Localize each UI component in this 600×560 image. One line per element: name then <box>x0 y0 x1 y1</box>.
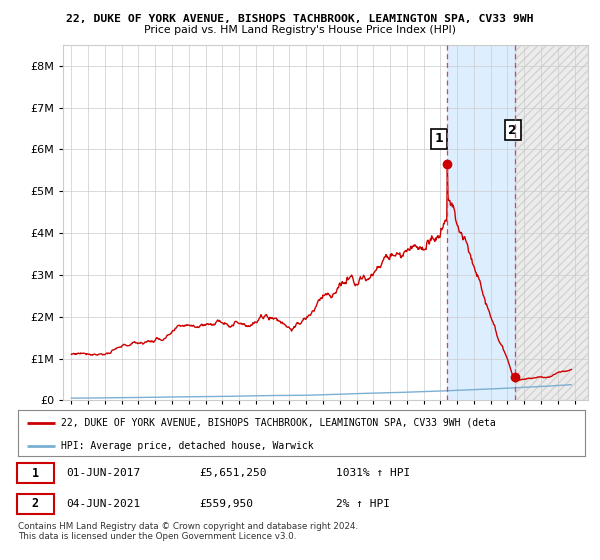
Text: HPI: Average price, detached house, Warwick: HPI: Average price, detached house, Warw… <box>61 441 313 451</box>
Text: 2: 2 <box>508 124 517 137</box>
Text: 2: 2 <box>31 497 38 510</box>
Text: 1031% ↑ HPI: 1031% ↑ HPI <box>335 468 410 478</box>
Bar <box>448 45 515 400</box>
FancyBboxPatch shape <box>17 494 54 514</box>
Text: £559,950: £559,950 <box>199 499 253 509</box>
Text: £5,651,250: £5,651,250 <box>199 468 267 478</box>
Text: 1: 1 <box>31 467 38 480</box>
Bar <box>515 45 588 400</box>
Text: 2% ↑ HPI: 2% ↑ HPI <box>335 499 389 509</box>
Text: 22, DUKE OF YORK AVENUE, BISHOPS TACHBROOK, LEAMINGTON SPA, CV33 9WH: 22, DUKE OF YORK AVENUE, BISHOPS TACHBRO… <box>66 14 534 24</box>
Text: 1: 1 <box>434 132 443 146</box>
FancyBboxPatch shape <box>17 463 54 483</box>
Text: Price paid vs. HM Land Registry's House Price Index (HPI): Price paid vs. HM Land Registry's House … <box>144 25 456 35</box>
Text: Contains HM Land Registry data © Crown copyright and database right 2024.
This d: Contains HM Land Registry data © Crown c… <box>18 522 358 542</box>
Text: 01-JUN-2017: 01-JUN-2017 <box>66 468 140 478</box>
Text: 04-JUN-2021: 04-JUN-2021 <box>66 499 140 509</box>
Bar <box>515 45 588 400</box>
Text: 22, DUKE OF YORK AVENUE, BISHOPS TACHBROOK, LEAMINGTON SPA, CV33 9WH (deta: 22, DUKE OF YORK AVENUE, BISHOPS TACHBRO… <box>61 418 495 428</box>
